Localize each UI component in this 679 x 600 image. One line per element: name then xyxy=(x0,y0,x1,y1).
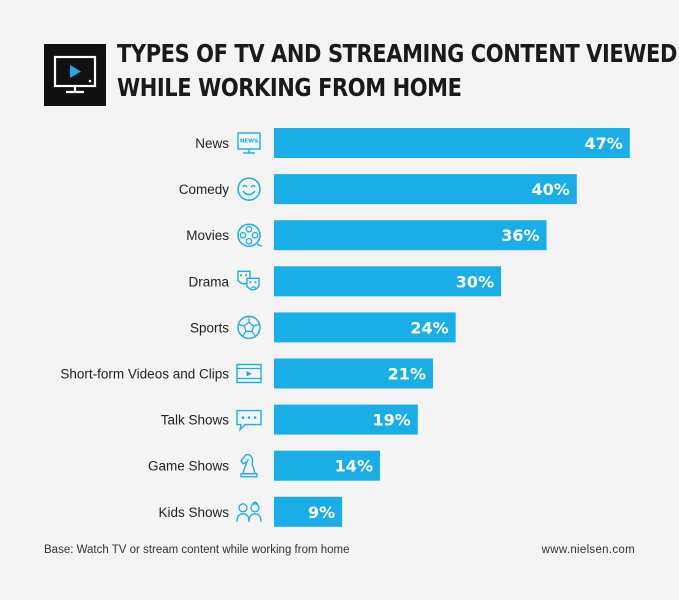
soccer-ball-icon xyxy=(237,315,261,340)
bar xyxy=(274,128,630,158)
value-label: 30% xyxy=(456,272,494,291)
speech-bubble-icon xyxy=(236,409,262,432)
bar xyxy=(274,496,343,527)
bar xyxy=(274,312,456,343)
film-reel-icon xyxy=(237,223,263,247)
category-label: Movies xyxy=(186,228,229,243)
value-label: 24% xyxy=(410,318,448,337)
category-label: Comedy xyxy=(179,182,230,197)
drama-masks-icon xyxy=(237,270,260,291)
bar xyxy=(274,174,577,205)
category-label: Short-form Videos and Clips xyxy=(60,367,229,382)
value-label: 14% xyxy=(335,457,373,476)
svg-text:NEWS: NEWS xyxy=(240,139,258,145)
value-label: 36% xyxy=(501,226,539,245)
smiley-icon xyxy=(237,177,261,201)
value-label: 21% xyxy=(388,365,426,384)
category-label: Talk Shows xyxy=(161,413,230,428)
category-label: Sports xyxy=(190,320,229,335)
value-label: 40% xyxy=(532,180,570,199)
news-tv-icon: NEWS xyxy=(237,132,261,154)
category-label: Drama xyxy=(188,274,229,289)
category-label: Game Shows xyxy=(148,459,229,474)
base-footnote: Base: Watch TV or stream content while w… xyxy=(44,544,350,556)
category-label: Kids Shows xyxy=(158,505,229,520)
video-clip-icon xyxy=(236,363,262,384)
value-label: 19% xyxy=(373,411,411,430)
value-label: 9% xyxy=(308,503,335,522)
bar xyxy=(274,450,380,481)
bar xyxy=(274,220,547,251)
value-label: 47% xyxy=(584,134,622,153)
chess-knight-icon xyxy=(240,454,258,478)
chart-title-line: WHILE WORKING FROM HOME xyxy=(117,73,462,102)
bar xyxy=(274,266,502,297)
bar xyxy=(274,404,418,435)
source-url: www.nielsen.com xyxy=(541,544,635,556)
tv-play-icon xyxy=(44,44,106,106)
bar xyxy=(274,358,433,389)
category-label: News xyxy=(195,136,229,151)
kids-icon xyxy=(236,501,262,522)
